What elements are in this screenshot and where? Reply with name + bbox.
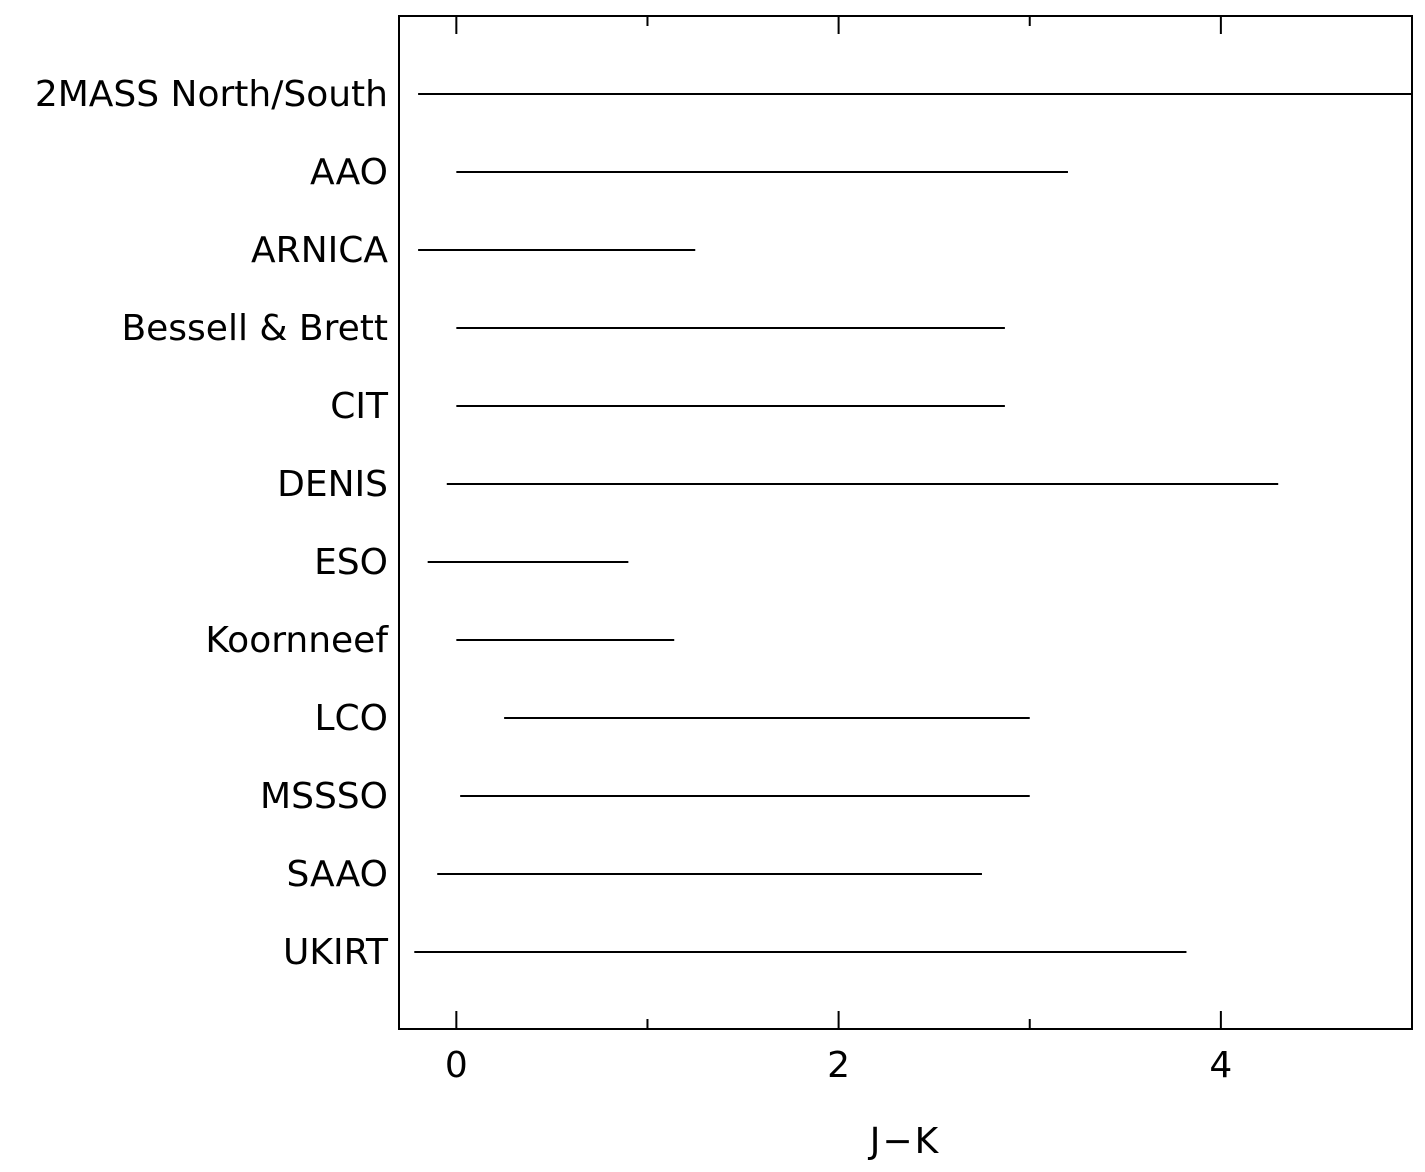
category-label: DENIS bbox=[277, 464, 388, 505]
plot-frame bbox=[398, 15, 1413, 1030]
x-tick-label: 4 bbox=[1209, 1045, 1232, 1086]
category-label: LCO bbox=[314, 698, 388, 739]
category-label: Koornneef bbox=[205, 620, 389, 661]
category-label: 2MASS North/South bbox=[35, 74, 388, 115]
category-label: SAAO bbox=[287, 854, 388, 895]
category-label: UKIRT bbox=[283, 932, 389, 973]
category-label: ESO bbox=[314, 542, 388, 583]
category-label: MSSSO bbox=[260, 776, 388, 817]
category-labels: 2MASS North/South AAO ARNICA Bessell & Bret… bbox=[35, 74, 390, 973]
x-axis-title: J−K bbox=[868, 1121, 940, 1162]
category-label: CIT bbox=[330, 386, 389, 427]
x-tick-label: 0 bbox=[445, 1045, 468, 1086]
x-tick-label: 2 bbox=[827, 1045, 850, 1086]
category-label: AAO bbox=[310, 152, 388, 193]
x-axis-tick-labels: 0 2 4 bbox=[445, 1045, 1232, 1086]
category-label: ARNICA bbox=[251, 230, 388, 271]
x-axis-ticks bbox=[455, 16, 1222, 1029]
category-label: Bessell & Brett bbox=[121, 308, 388, 349]
range-bars bbox=[414, 93, 1412, 953]
